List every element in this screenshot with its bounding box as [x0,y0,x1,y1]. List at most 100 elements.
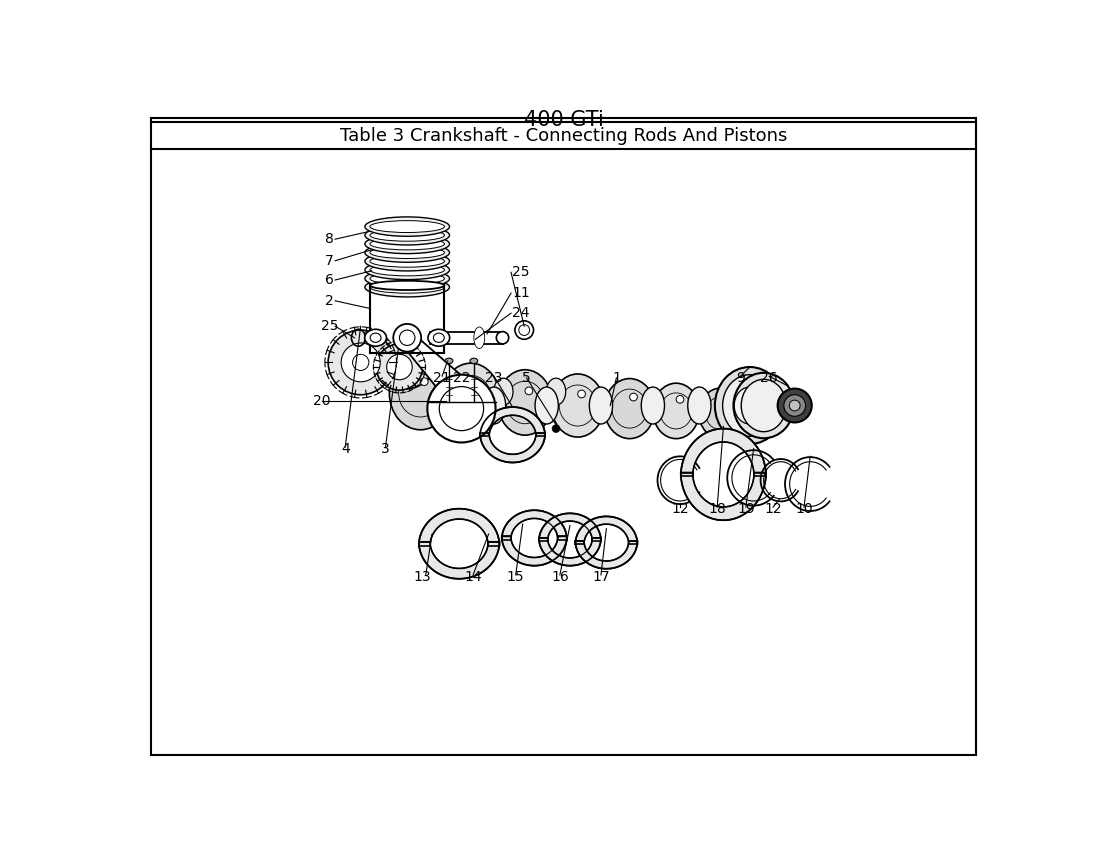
Text: 26: 26 [760,371,778,384]
Text: 20: 20 [314,394,331,408]
Text: 25: 25 [321,319,339,334]
Ellipse shape [377,348,432,389]
Circle shape [784,395,805,416]
Text: 16: 16 [551,570,569,584]
Circle shape [405,327,409,333]
Circle shape [353,354,369,371]
Ellipse shape [370,264,444,276]
Text: 9: 9 [736,371,745,384]
Text: 4: 4 [341,442,350,456]
Circle shape [387,354,412,379]
Circle shape [376,344,422,391]
Text: 24: 24 [513,306,530,321]
Ellipse shape [370,256,444,267]
Ellipse shape [494,378,513,405]
Ellipse shape [604,378,654,439]
Circle shape [328,330,394,395]
Ellipse shape [735,387,766,424]
Ellipse shape [698,388,741,438]
Circle shape [629,393,637,401]
Ellipse shape [370,229,444,241]
Text: 6: 6 [326,273,334,287]
Ellipse shape [547,378,565,405]
Ellipse shape [365,269,450,289]
Ellipse shape [688,387,711,424]
Polygon shape [539,538,601,566]
Circle shape [427,375,495,442]
Circle shape [578,391,585,397]
Ellipse shape [365,234,450,254]
Ellipse shape [498,370,552,435]
Polygon shape [575,517,637,544]
Circle shape [720,397,728,405]
Polygon shape [502,537,566,566]
Circle shape [439,386,484,430]
Ellipse shape [370,246,444,258]
Circle shape [394,324,421,352]
Ellipse shape [474,327,485,348]
Text: 13: 13 [414,570,431,584]
Text: 5: 5 [522,371,531,384]
Circle shape [399,330,415,346]
Text: 8: 8 [326,232,334,246]
Ellipse shape [365,329,386,346]
Circle shape [420,378,428,385]
Ellipse shape [590,387,613,424]
Text: 14: 14 [464,570,482,584]
Ellipse shape [535,387,559,424]
Ellipse shape [446,359,453,364]
Ellipse shape [433,334,444,342]
Ellipse shape [389,357,451,429]
Text: 21: 21 [433,371,451,384]
Polygon shape [419,542,499,579]
Polygon shape [480,433,546,462]
Ellipse shape [715,367,784,444]
Text: 11: 11 [513,286,530,300]
Ellipse shape [370,238,444,250]
Ellipse shape [428,387,451,424]
Ellipse shape [723,375,777,436]
Ellipse shape [370,220,444,232]
Circle shape [676,396,684,403]
Ellipse shape [370,282,444,293]
Text: Table 3 Crankshaft - Connecting Rods And Pistons: Table 3 Crankshaft - Connecting Rods And… [340,127,788,144]
Ellipse shape [365,243,450,263]
Text: 2: 2 [326,294,334,308]
Ellipse shape [483,387,506,424]
Ellipse shape [653,384,700,439]
Ellipse shape [370,281,444,290]
Ellipse shape [741,379,786,432]
Ellipse shape [734,372,794,438]
Ellipse shape [371,334,381,342]
Ellipse shape [365,226,450,245]
Text: 3: 3 [381,442,389,456]
Text: 15: 15 [507,570,525,584]
Polygon shape [575,541,637,569]
Text: 12: 12 [671,502,689,516]
Polygon shape [502,511,566,539]
Ellipse shape [365,217,450,236]
Text: 1: 1 [612,371,620,384]
Text: 17: 17 [592,570,609,584]
Polygon shape [419,509,499,546]
Circle shape [525,387,532,395]
Ellipse shape [365,277,450,297]
Circle shape [341,343,381,382]
Text: 400 GTi: 400 GTi [524,110,604,130]
Text: 18: 18 [708,502,726,516]
Polygon shape [681,429,766,476]
Text: 7: 7 [326,254,334,268]
Ellipse shape [496,332,508,344]
Text: 25: 25 [513,265,530,279]
Ellipse shape [641,387,664,424]
Ellipse shape [470,359,477,364]
Ellipse shape [442,378,461,405]
Polygon shape [681,473,766,520]
Polygon shape [480,407,546,436]
Circle shape [790,400,800,411]
Circle shape [552,425,560,433]
Text: 19: 19 [737,502,755,516]
Text: 12: 12 [764,502,782,516]
Text: 10: 10 [795,502,813,516]
Text: 23: 23 [485,371,503,384]
